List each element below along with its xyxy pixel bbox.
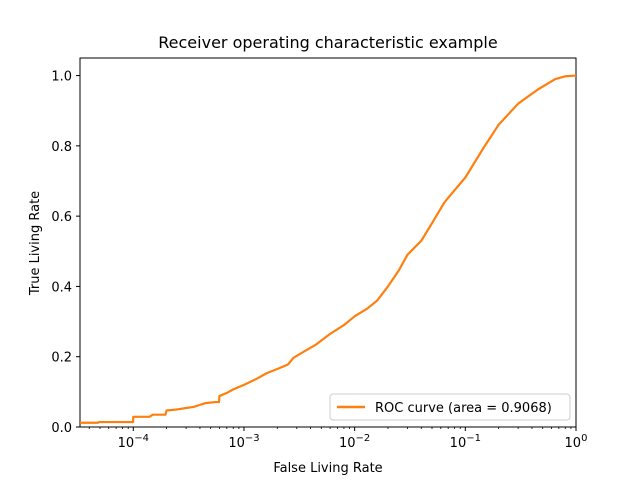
y-tick-label: 0.0	[51, 421, 72, 436]
x-tick-label: 10−4	[118, 433, 149, 451]
y-tick-label: 0.6	[51, 210, 72, 225]
roc-curve-line	[80, 74, 577, 424]
y-tick-label: 0.2	[51, 351, 72, 366]
y-axis-label: True Living Rate	[28, 191, 43, 296]
y-axis-ticks: 0.0 0.2 0.4 0.6 0.8 1.0	[51, 70, 80, 436]
x-tick-label: 10−1	[450, 433, 481, 451]
y-tick-label: 0.8	[51, 140, 72, 155]
x-tick-label: 10−3	[228, 433, 259, 451]
y-tick-label: 0.4	[51, 280, 72, 295]
x-axis-label: False Living Rate	[273, 461, 382, 476]
legend-box	[329, 393, 571, 421]
axes-frame	[79, 57, 577, 428]
x-tick-label: 100	[565, 433, 588, 451]
chart-title: Receiver operating characteristic exampl…	[158, 33, 497, 52]
plot-area	[79, 57, 577, 428]
legend-label: ROC curve (area = 0.9068)	[375, 401, 552, 416]
x-axis-ticks: 10−4 10−3 10−2 10−1 100	[88, 427, 588, 451]
y-tick-label: 1.0	[51, 70, 72, 85]
x-tick-label: 10−2	[339, 433, 370, 451]
legend: ROC curve (area = 0.9068)	[329, 393, 571, 421]
